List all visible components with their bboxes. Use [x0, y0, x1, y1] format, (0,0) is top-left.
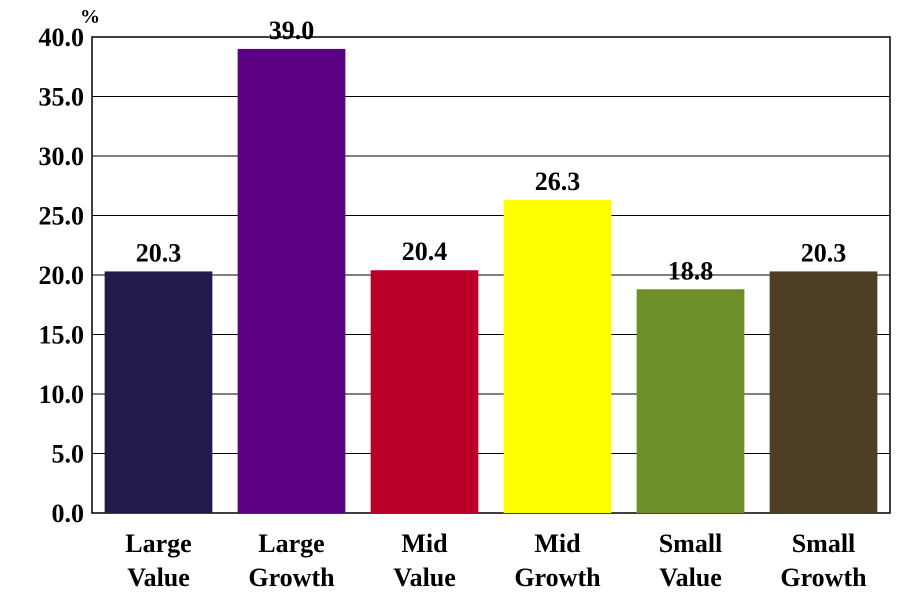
- y-tick-label: 0.0: [52, 499, 85, 528]
- data-label: 20.3: [801, 238, 847, 267]
- y-tick-label: 10.0: [39, 380, 85, 409]
- data-label: 39.0: [269, 16, 315, 45]
- bar: [104, 271, 213, 513]
- bars: [104, 48, 878, 514]
- x-category-label: Growth: [514, 563, 601, 592]
- y-tick-label: 25.0: [39, 202, 85, 231]
- x-category-label: Large: [125, 529, 191, 558]
- y-tick-label: 20.0: [39, 261, 85, 290]
- data-labels: 20.3 39.0 20.4 26.3 18.8 20.3: [136, 16, 847, 285]
- data-label: 26.3: [535, 167, 581, 196]
- y-axis-unit-label: %: [80, 6, 100, 28]
- gridlines: [92, 96, 890, 454]
- y-tick-label: 40.0: [39, 23, 85, 52]
- data-label: 20.3: [136, 238, 182, 267]
- x-category-label: Large: [258, 529, 324, 558]
- bar: [370, 270, 479, 513]
- y-tick-label: 30.0: [39, 142, 85, 171]
- bar: [237, 48, 346, 514]
- y-tick-label: 15.0: [39, 321, 85, 350]
- x-category-label: Growth: [248, 563, 335, 592]
- data-label: 20.4: [402, 237, 448, 266]
- x-category-label: Value: [393, 563, 456, 592]
- plot-area-frame: [91, 36, 891, 514]
- x-category-label: Mid: [401, 529, 448, 558]
- y-tick-label: 35.0: [39, 83, 85, 112]
- x-category-label: Mid: [534, 529, 581, 558]
- x-category-label: Small: [659, 529, 723, 558]
- x-category-label: Value: [659, 563, 722, 592]
- x-category-label: Small: [792, 529, 856, 558]
- x-category-label: Value: [127, 563, 190, 592]
- y-axis-tick-labels: 0.0 5.0 10.0 15.0 20.0 25.0 30.0 35.0 40.0: [39, 23, 85, 528]
- bar: [636, 289, 745, 513]
- data-label: 18.8: [668, 256, 714, 285]
- bar: [503, 200, 612, 513]
- bar: [769, 271, 878, 513]
- x-axis-category-labels: Large Value Large Growth Mid Value Mid Growth Sm…: [125, 529, 867, 592]
- y-tick-label: 5.0: [52, 440, 85, 469]
- x-category-label: Growth: [780, 563, 867, 592]
